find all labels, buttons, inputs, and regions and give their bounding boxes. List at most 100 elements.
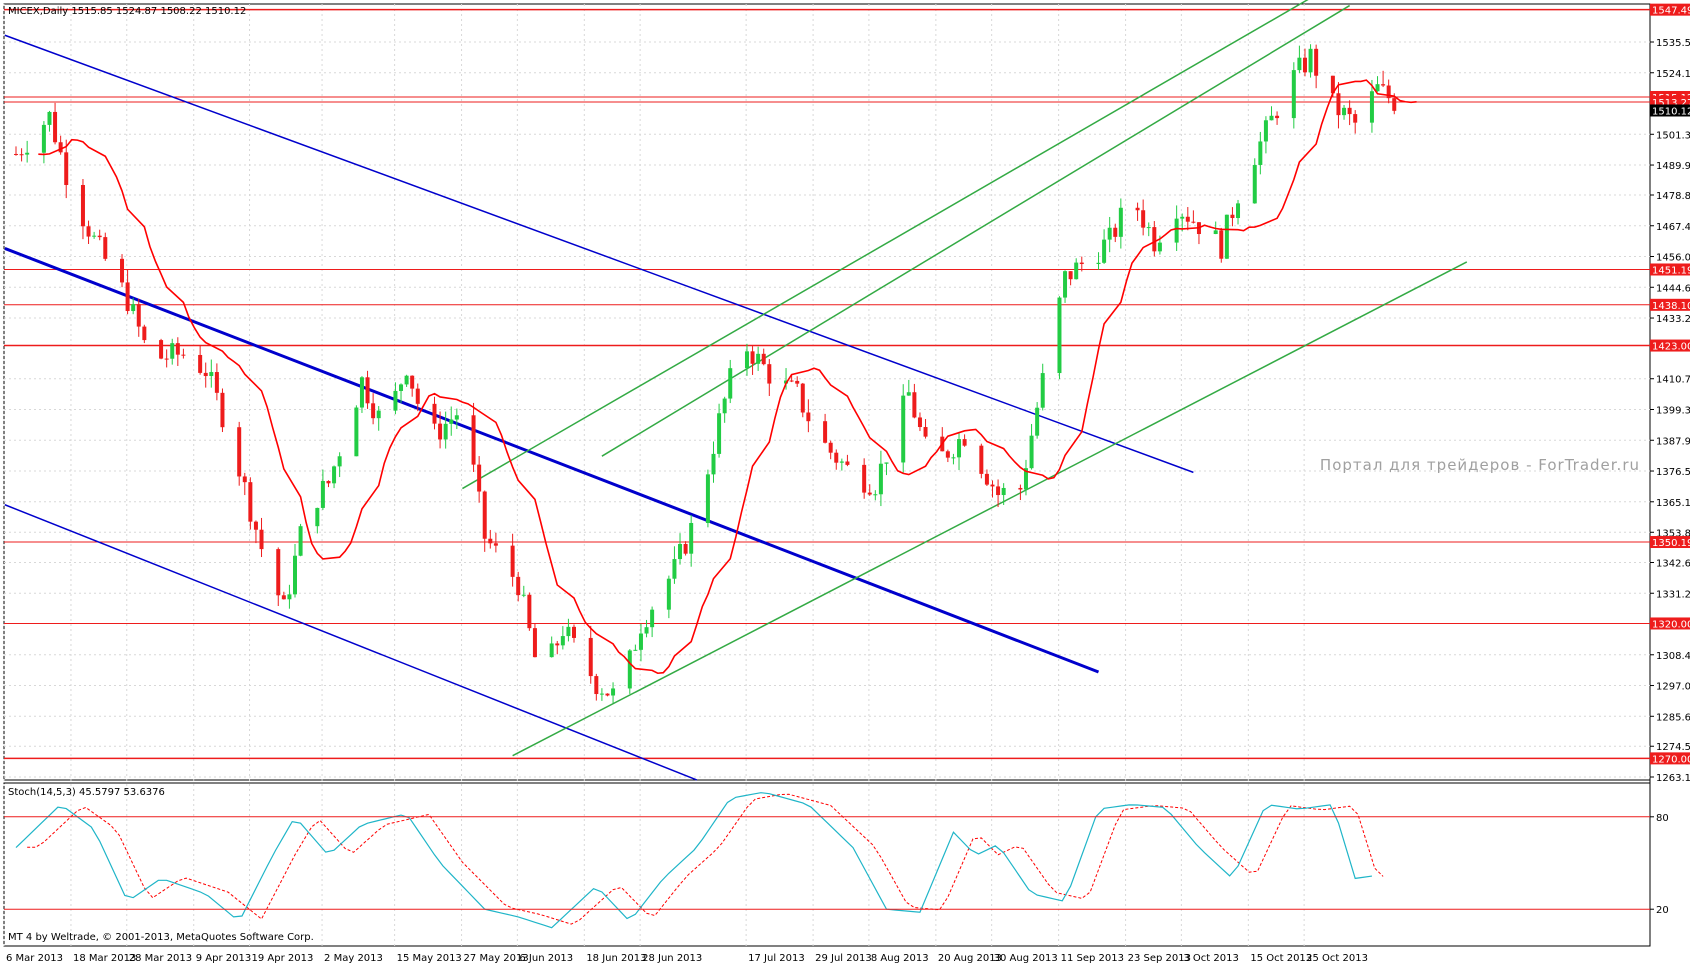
bear-candle xyxy=(984,473,989,485)
bull-candle xyxy=(1369,91,1374,123)
bull-candle xyxy=(650,609,655,628)
price-tick-label: 1387.90 xyxy=(1656,436,1690,447)
bear-candle xyxy=(1336,93,1341,116)
price-tick-label: 1342.60 xyxy=(1656,558,1690,569)
bear-candle xyxy=(1275,115,1280,119)
trend-channels[interactable] xyxy=(4,0,1468,781)
bull-candle xyxy=(1342,107,1347,116)
up-channel-upper xyxy=(462,0,1309,490)
horizontal-level-lines[interactable] xyxy=(4,8,1650,760)
price-level-tag xyxy=(1650,263,1690,276)
price-level-tag xyxy=(1650,536,1690,549)
price-scale-ticks: 1535.50 1524.10 1501.30 1489.90 1478.80 1467.… xyxy=(1650,38,1690,784)
bear-candle xyxy=(789,380,794,382)
price-tick-label: 1478.80 xyxy=(1656,191,1690,202)
bull-candle xyxy=(839,461,844,463)
bear-candle xyxy=(276,549,281,596)
price-level-tag-label: 1438.10 xyxy=(1652,301,1690,312)
stochastic-lines xyxy=(15,792,1384,929)
bull-candle xyxy=(1180,216,1185,219)
price-tick-label: 1456.00 xyxy=(1656,253,1690,264)
bear-candle xyxy=(175,343,180,355)
price-tick-label: 1444.60 xyxy=(1656,283,1690,294)
bull-candle xyxy=(1107,227,1112,240)
moving-average-line xyxy=(38,79,1417,675)
bear-candle xyxy=(1068,271,1073,280)
price-tick-label: 1353.80 xyxy=(1656,528,1690,539)
bull-candle xyxy=(320,480,325,508)
bull-candle xyxy=(1375,84,1380,92)
bull-candle xyxy=(1174,218,1179,243)
bear-candle xyxy=(828,442,833,453)
price-level-tag-label: 1547.49 xyxy=(1652,6,1690,17)
time-label: 29 Jul 2013 xyxy=(815,953,872,964)
price-tick-label: 1331.20 xyxy=(1656,589,1690,600)
bear-candle xyxy=(605,693,610,696)
bull-candle xyxy=(454,415,459,420)
bear-candle xyxy=(53,111,58,143)
bear-candle xyxy=(795,380,800,384)
bear-candle xyxy=(867,492,872,495)
stochastic-level-label: 80 xyxy=(1656,813,1669,824)
bull-candle xyxy=(337,456,342,467)
copyright-footer: MT 4 by Weltrade, © 2001-2013, MetaQuote… xyxy=(8,932,314,943)
bear-candle xyxy=(996,486,1001,496)
bull-candle xyxy=(1297,57,1302,71)
price-level-tag xyxy=(1650,752,1690,765)
time-label: 2 May 2013 xyxy=(324,953,383,964)
bull-candle xyxy=(951,457,956,459)
bear-candle xyxy=(1381,84,1386,86)
bull-candle xyxy=(1074,262,1079,280)
bear-candle xyxy=(242,476,247,483)
main-chart-header: MICEX,Daily 1515.85 1524.87 1508.22 1510… xyxy=(8,6,246,17)
bull-candle xyxy=(1291,70,1296,119)
bear-candle xyxy=(493,543,498,546)
bear-candle xyxy=(1330,75,1335,94)
price-level-tag xyxy=(1650,617,1690,630)
bear-candle xyxy=(220,392,225,428)
stochastic-header: Stoch(14,5,3) 45.5797 53.6376 xyxy=(8,787,165,798)
bull-candle xyxy=(443,423,448,440)
bear-candle xyxy=(410,375,415,389)
bear-candle xyxy=(365,377,370,404)
bear-candle xyxy=(203,372,208,377)
bear-candle xyxy=(990,484,995,487)
bull-candle xyxy=(728,368,733,399)
bull-candle xyxy=(611,688,616,696)
price-level-tag-label: 1510.12 xyxy=(1652,106,1690,117)
time-label: 20 Aug 2013 xyxy=(938,953,1002,964)
bull-candle xyxy=(1096,262,1101,265)
watermark-text: Портал для трейдеров - ForTrader.ru xyxy=(1320,456,1640,474)
price-tick-label: 1501.30 xyxy=(1656,130,1690,141)
price-level-tag-label: 1320.00 xyxy=(1652,619,1690,630)
bull-candle xyxy=(878,463,883,495)
bear-candle xyxy=(1230,214,1235,219)
bull-candle xyxy=(1236,203,1241,219)
price-level-tag xyxy=(1650,339,1690,352)
bull-candle xyxy=(376,410,381,419)
bear-candle xyxy=(80,185,85,227)
bull-candle xyxy=(1001,487,1006,496)
bull-candle xyxy=(315,507,320,527)
bull-candle xyxy=(672,559,677,579)
bull-candle xyxy=(906,392,911,396)
time-label: 18 Mar 2013 xyxy=(73,953,136,964)
time-label: 6 Jun 2013 xyxy=(519,953,573,964)
bear-candle xyxy=(142,326,147,341)
bull-candle xyxy=(92,235,97,237)
bull-candle xyxy=(25,152,30,155)
down-channel-upper xyxy=(4,34,1194,474)
bear-candle xyxy=(198,354,203,373)
price-tick-label: 1365.10 xyxy=(1656,498,1690,509)
vertical-gridlines xyxy=(3,4,1305,946)
bull-candle xyxy=(1057,297,1062,374)
bull-candle xyxy=(1224,214,1229,259)
bear-candle xyxy=(923,427,928,437)
bull-candle xyxy=(170,343,175,359)
bear-candle xyxy=(97,235,102,238)
price-level-tag xyxy=(1650,3,1690,16)
bear-candle xyxy=(862,464,867,493)
bear-candle xyxy=(1314,48,1319,76)
